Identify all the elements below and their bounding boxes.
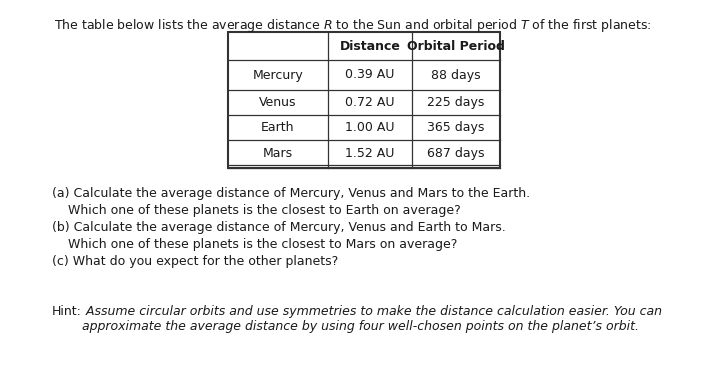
Text: Orbital Period: Orbital Period: [407, 39, 505, 53]
Text: Hint:: Hint:: [52, 305, 82, 318]
Text: 88 days: 88 days: [431, 69, 481, 81]
Text: Mercury: Mercury: [253, 69, 303, 81]
Text: Assume circular orbits and use symmetries to make the distance calculation easie: Assume circular orbits and use symmetrie…: [82, 305, 662, 333]
Text: 687 days: 687 days: [427, 147, 485, 160]
Text: Which one of these planets is the closest to Earth on average?: Which one of these planets is the closes…: [52, 204, 461, 217]
Text: 1.52 AU: 1.52 AU: [346, 147, 395, 160]
Text: 0.72 AU: 0.72 AU: [346, 96, 395, 109]
Text: 0.39 AU: 0.39 AU: [346, 69, 395, 81]
Text: 365 days: 365 days: [427, 121, 485, 134]
Text: Distance: Distance: [340, 39, 400, 53]
Text: (b) Calculate the average distance of Mercury, Venus and Earth to Mars.: (b) Calculate the average distance of Me…: [52, 221, 505, 234]
Text: Earth: Earth: [261, 121, 294, 134]
Text: Mars: Mars: [263, 147, 293, 160]
Text: Venus: Venus: [259, 96, 297, 109]
Text: (c) What do you expect for the other planets?: (c) What do you expect for the other pla…: [52, 255, 338, 268]
Text: 225 days: 225 days: [427, 96, 485, 109]
Text: (a) Calculate the average distance of Mercury, Venus and Mars to the Earth.: (a) Calculate the average distance of Me…: [52, 187, 530, 200]
Text: 1.00 AU: 1.00 AU: [346, 121, 395, 134]
Text: The table below lists the average distance $R$ to the Sun and orbital period $T$: The table below lists the average distan…: [54, 17, 652, 34]
Text: Which one of these planets is the closest to Mars on average?: Which one of these planets is the closes…: [52, 238, 457, 251]
